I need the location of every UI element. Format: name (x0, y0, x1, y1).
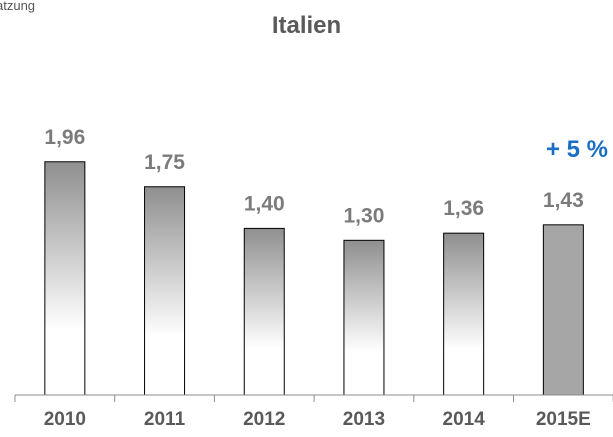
chart-title: Italien (271, 12, 342, 39)
value-label: 1,36 (443, 197, 484, 220)
x-axis (14, 394, 613, 402)
value-label: 1,75 (144, 151, 185, 174)
value-label: 1,96 (44, 126, 85, 149)
value-label: 1,43 (543, 189, 584, 212)
x-tick-label: 2010 (44, 409, 86, 430)
x-tick-label: 2012 (243, 409, 285, 430)
bar-2015e (542, 224, 584, 396)
bar-2011 (144, 186, 186, 396)
bar-2010 (44, 161, 86, 396)
x-tick-label: 2015E (536, 409, 591, 430)
x-tick-label: 2014 (443, 409, 486, 430)
bar-2012 (243, 227, 285, 396)
bar-2014 (443, 232, 485, 396)
labels-group: 1,96 2010 1,75 2011 1,40 2012 1,30 2013 1,36 2014… (44, 126, 591, 430)
corner-text: atzung (0, 0, 36, 13)
x-tick-label: 2011 (144, 409, 186, 430)
value-label: 1,30 (344, 204, 385, 227)
x-tick-label: 2013 (343, 409, 385, 430)
bar-2013 (343, 239, 385, 396)
growth-annotation: + 5 % (546, 136, 608, 163)
bars-group (44, 161, 584, 396)
value-label: 1,40 (244, 192, 285, 215)
